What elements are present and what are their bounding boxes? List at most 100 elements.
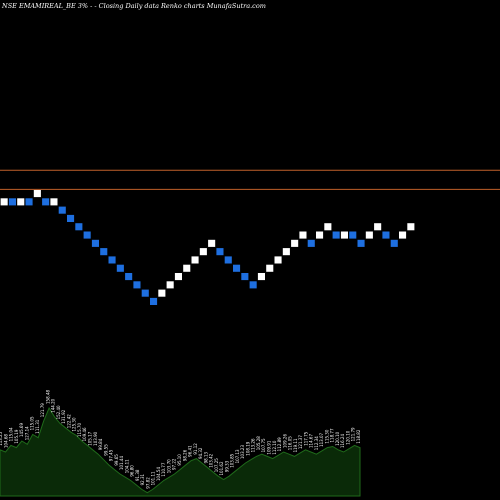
volume-label: 115.04 bbox=[9, 427, 14, 441]
renko-brick-down bbox=[349, 231, 357, 239]
volume-label: 91.12 bbox=[193, 443, 198, 455]
volume-label: 120.10 bbox=[345, 430, 350, 444]
renko-brick-down bbox=[216, 248, 224, 256]
volume-label: 125.30 bbox=[72, 417, 77, 431]
volume-label: 112.89 bbox=[277, 437, 282, 451]
volume-label: 152.40 bbox=[56, 405, 61, 419]
renko-brick-up bbox=[365, 231, 373, 239]
volume-label: 108.19 bbox=[245, 441, 250, 455]
renko-brick-down bbox=[100, 248, 108, 256]
renko-brick-down bbox=[150, 297, 158, 305]
renko-brick-down bbox=[332, 231, 340, 239]
volume-label: 110.77 bbox=[161, 462, 166, 476]
volume-label: 101.44 bbox=[119, 456, 124, 470]
volume-label: 122.42 bbox=[66, 414, 71, 428]
volume-label: 113.26 bbox=[251, 438, 256, 452]
volume-label: 111.31 bbox=[35, 419, 40, 433]
renko-brick-up bbox=[282, 248, 290, 256]
volume-label: 105.28 bbox=[256, 436, 261, 450]
volume-label: 113.07 bbox=[319, 432, 324, 446]
renko-brick-up bbox=[0, 198, 8, 206]
volume-label: 96.41 bbox=[188, 445, 193, 457]
volume-label: 94.32 bbox=[198, 447, 203, 459]
volume-label: 104.11 bbox=[124, 459, 129, 473]
renko-brick-up bbox=[316, 231, 324, 239]
volume-label: 107.13 bbox=[235, 449, 240, 463]
renko-brick-up bbox=[291, 239, 299, 247]
renko-brick-down bbox=[42, 198, 50, 206]
renko-brick-up bbox=[33, 190, 41, 198]
volume-label: 121.79 bbox=[40, 403, 45, 417]
renko-brick-down bbox=[141, 289, 149, 297]
volume-label: 95.10 bbox=[177, 454, 182, 466]
volume-label: 99.55 bbox=[103, 444, 108, 456]
volume-label: 103.70 bbox=[166, 459, 171, 473]
renko-brick-up bbox=[166, 281, 174, 289]
renko-brick-up bbox=[257, 273, 265, 281]
renko-brick-down bbox=[116, 264, 124, 272]
volume-label: 109.26 bbox=[282, 434, 287, 448]
renko-brick-down bbox=[390, 239, 398, 247]
renko-brick-up bbox=[199, 248, 207, 256]
chart-header: NSE EMAMIREAL_BE 3% - - Closing Daily da… bbox=[2, 2, 498, 10]
volume-label: 113.25 bbox=[0, 431, 3, 445]
volume-label: 116.05 bbox=[288, 436, 293, 450]
level-lines bbox=[0, 169, 500, 190]
renko-brick-up bbox=[17, 198, 25, 206]
volume-label: 105.17 bbox=[88, 431, 93, 445]
volume-label: 158.48 bbox=[45, 390, 50, 404]
volume-label: 92.31 bbox=[140, 473, 145, 485]
volume-label: 121.37 bbox=[298, 435, 303, 449]
volume-label: 104.68 bbox=[3, 434, 8, 448]
volume-label: 109.91 bbox=[267, 440, 272, 454]
renko-brick-up bbox=[208, 239, 216, 247]
volume-label: 115.05 bbox=[30, 416, 35, 430]
renko-bricks bbox=[0, 190, 415, 305]
renko-brick-down bbox=[382, 231, 390, 239]
volume-label: 117.75 bbox=[303, 431, 308, 445]
renko-brick-down bbox=[357, 239, 365, 247]
volume-label: 91.38 bbox=[135, 469, 140, 481]
volume-panel bbox=[0, 406, 361, 497]
volume-label: 103.85 bbox=[230, 453, 235, 467]
volume-label: 131.92 bbox=[61, 409, 66, 423]
volume-label: 120.10 bbox=[335, 431, 340, 445]
renko-brick-down bbox=[249, 281, 257, 289]
volume-label: 121.79 bbox=[351, 427, 356, 441]
volume-label: 107.75 bbox=[261, 438, 266, 452]
volume-label: 119.11 bbox=[293, 438, 298, 452]
renko-brick-down bbox=[224, 256, 232, 264]
volume-label: 127.14 bbox=[24, 426, 29, 440]
renko-brick-up bbox=[407, 223, 415, 231]
renko-brick-down bbox=[67, 214, 75, 222]
renko-brick-down bbox=[307, 239, 315, 247]
renko-brick-down bbox=[233, 264, 241, 272]
volume-label: 112.34 bbox=[314, 436, 319, 450]
volume-label: 115.70 bbox=[77, 423, 82, 437]
volume-label: 99.65 bbox=[114, 454, 119, 466]
volume-label: 104.54 bbox=[156, 467, 161, 481]
volume-label: 107.25 bbox=[214, 458, 219, 472]
volume-label: 105.19 bbox=[14, 429, 19, 443]
renko-brick-up bbox=[399, 231, 407, 239]
volume-label: 118.77 bbox=[330, 428, 335, 442]
volume-label: 97.82 bbox=[145, 477, 150, 489]
renko-brick-down bbox=[241, 273, 249, 281]
volume-labels: 113.25 104.68 115.04 105.19 145.69 127.14115.… bbox=[0, 390, 361, 489]
renko-brick-up bbox=[374, 223, 382, 231]
renko-brick-down bbox=[75, 223, 83, 231]
volume-label: 103.23 bbox=[240, 445, 245, 459]
volume-label: 97.45 bbox=[109, 449, 114, 461]
volume-label: 99.84 bbox=[98, 438, 103, 450]
volume-label: 109.46 bbox=[82, 427, 87, 441]
volume-label: 97.22 bbox=[172, 458, 177, 470]
renko-brick-up bbox=[183, 264, 191, 272]
renko-brick-up bbox=[191, 256, 199, 264]
renko-brick-down bbox=[125, 273, 133, 281]
volume-label: 145.69 bbox=[19, 423, 24, 437]
renko-brick-down bbox=[58, 206, 66, 214]
renko-brick-down bbox=[133, 281, 141, 289]
volume-label: 101.62 bbox=[219, 461, 224, 475]
volume-label: 101.11 bbox=[151, 471, 156, 485]
